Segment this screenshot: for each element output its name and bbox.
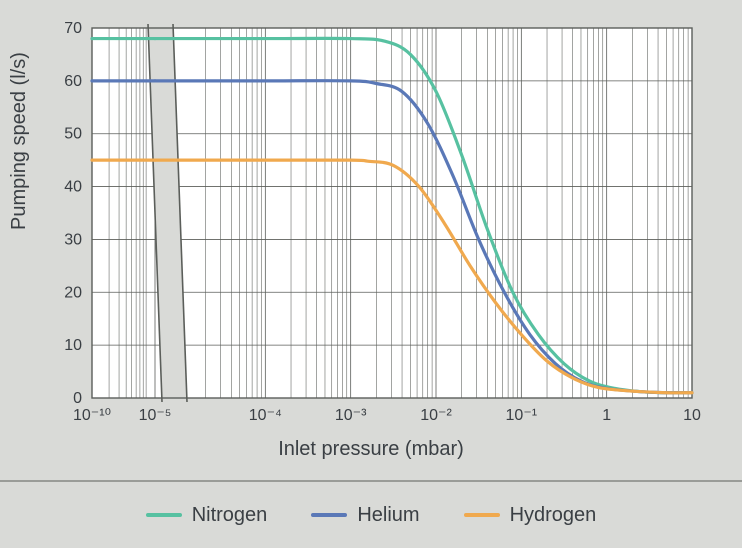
svg-text:10⁻¹⁰: 10⁻¹⁰ bbox=[73, 407, 111, 424]
pumping-speed-chart: 0 10 20 30 40 50 60 70 10⁻¹⁰ 10⁻⁵ 10⁻⁴ 10⁻³ 10⁻² 10⁻¹… bbox=[0, 0, 742, 470]
svg-text:10⁻¹: 10⁻¹ bbox=[506, 407, 538, 424]
legend: Nitrogen Helium Hydrogen bbox=[0, 480, 742, 548]
svg-text:60: 60 bbox=[64, 73, 82, 90]
legend-item-helium: Helium bbox=[311, 504, 419, 527]
y-axis-label: Pumping speed (l/s) bbox=[8, 52, 31, 230]
svg-text:10⁻³: 10⁻³ bbox=[335, 407, 367, 424]
svg-text:1: 1 bbox=[602, 407, 611, 424]
legend-swatch bbox=[311, 513, 347, 517]
legend-item-hydrogen: Hydrogen bbox=[464, 504, 597, 527]
svg-text:20: 20 bbox=[64, 284, 82, 301]
svg-text:50: 50 bbox=[64, 126, 82, 143]
legend-item-nitrogen: Nitrogen bbox=[146, 504, 268, 527]
x-axis-label: Inlet pressure (mbar) bbox=[0, 438, 742, 461]
svg-text:10⁻⁴: 10⁻⁴ bbox=[249, 407, 282, 424]
legend-label: Helium bbox=[357, 504, 419, 527]
legend-label: Nitrogen bbox=[192, 504, 268, 527]
legend-swatch bbox=[464, 513, 500, 517]
svg-text:10: 10 bbox=[683, 407, 701, 424]
svg-text:30: 30 bbox=[64, 231, 82, 248]
svg-text:0: 0 bbox=[73, 390, 82, 407]
legend-swatch bbox=[146, 513, 182, 517]
svg-text:10⁻²: 10⁻² bbox=[420, 407, 452, 424]
svg-text:70: 70 bbox=[64, 20, 82, 37]
svg-text:40: 40 bbox=[64, 179, 82, 196]
svg-text:10⁻⁵: 10⁻⁵ bbox=[139, 407, 172, 424]
legend-label: Hydrogen bbox=[510, 504, 597, 527]
svg-text:10: 10 bbox=[64, 337, 82, 354]
